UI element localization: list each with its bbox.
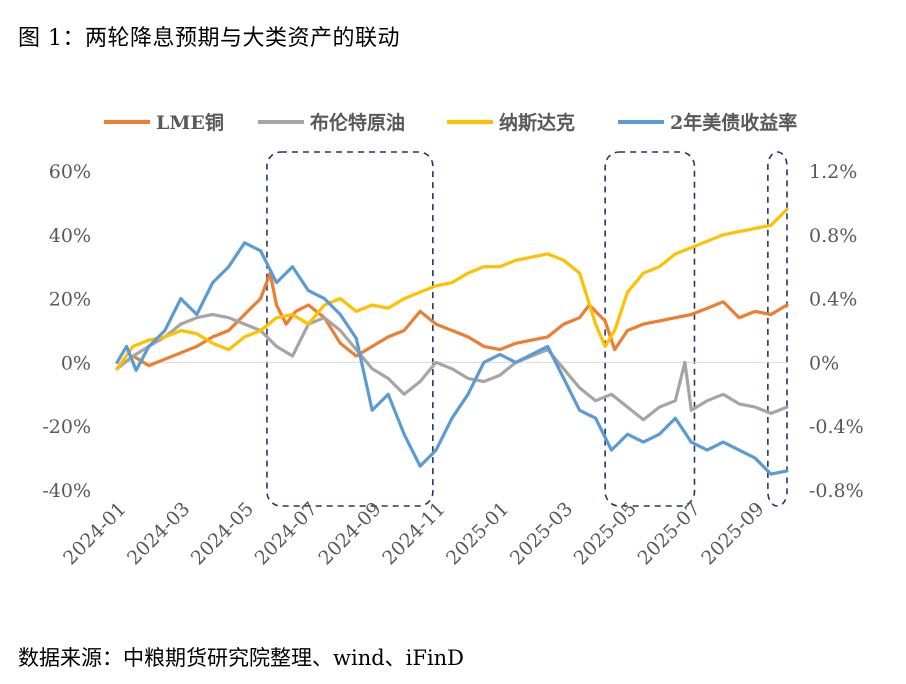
x-tick-label: 2025-09 bbox=[697, 498, 768, 569]
x-axis: 2024-012024-032024-052024-072024-092024-… bbox=[59, 498, 768, 569]
chart-legend: LME铜 布伦特原油 纳斯达克 2年美债收益率 bbox=[104, 111, 797, 134]
y-axis-right: 1.2% 0.8% 0.4% 0% -0.4% -0.8% bbox=[809, 161, 864, 502]
y-right-tick-label: 0.8% bbox=[809, 225, 857, 247]
y-right-tick-label: 0.4% bbox=[809, 289, 857, 311]
x-tick-label: 2025-07 bbox=[633, 498, 704, 569]
y-right-tick-label: -0.8% bbox=[809, 480, 864, 502]
figure-title: 图 1：两轮降息预期与大类资产的联动 bbox=[18, 26, 400, 51]
x-tick-label: 2024-05 bbox=[187, 498, 258, 569]
series-line bbox=[115, 312, 789, 422]
y-axis-left: 60% 40% 20% 0% -20% -40% bbox=[42, 161, 91, 502]
x-tick-label: 2025-05 bbox=[570, 498, 641, 569]
x-tick-label: 2024-11 bbox=[378, 498, 449, 569]
series-line bbox=[115, 241, 789, 476]
y-right-tick-label: -0.4% bbox=[809, 416, 864, 438]
legend-label: 布伦特原油 bbox=[310, 111, 405, 134]
y-left-tick-label: 40% bbox=[49, 225, 91, 247]
x-tick-label: 2024-03 bbox=[123, 498, 194, 569]
y-right-tick-label: 1.2% bbox=[809, 161, 857, 183]
series-lines bbox=[115, 207, 789, 476]
x-tick-label: 2024-01 bbox=[59, 498, 130, 569]
legend-label: 纳斯达克 bbox=[499, 111, 575, 134]
highlight-period-box bbox=[604, 151, 696, 507]
x-tick-label: 2025-01 bbox=[442, 498, 513, 569]
legend-label: 2年美债收益率 bbox=[670, 111, 797, 134]
x-tick-label: 2024-09 bbox=[314, 498, 385, 569]
y-left-tick-label: -40% bbox=[42, 480, 91, 502]
y-left-tick-label: 20% bbox=[49, 289, 91, 311]
figure-source: 数据来源：中粮期货研究院整理、wind、iFinD bbox=[18, 646, 465, 670]
y-left-tick-label: 0% bbox=[61, 352, 91, 374]
y-right-tick-label: 0% bbox=[809, 352, 839, 374]
x-tick-label: 2025-03 bbox=[506, 498, 577, 569]
y-left-tick-label: -20% bbox=[42, 416, 91, 438]
series-line bbox=[115, 207, 789, 371]
x-tick-label: 2024-07 bbox=[251, 498, 322, 569]
highlight-period-box bbox=[767, 151, 788, 507]
legend-label: LME铜 bbox=[156, 111, 224, 134]
y-left-tick-label: 60% bbox=[49, 161, 91, 183]
series-line bbox=[115, 271, 789, 371]
highlight-period-box bbox=[266, 151, 434, 507]
highlight-boxes bbox=[266, 151, 788, 507]
